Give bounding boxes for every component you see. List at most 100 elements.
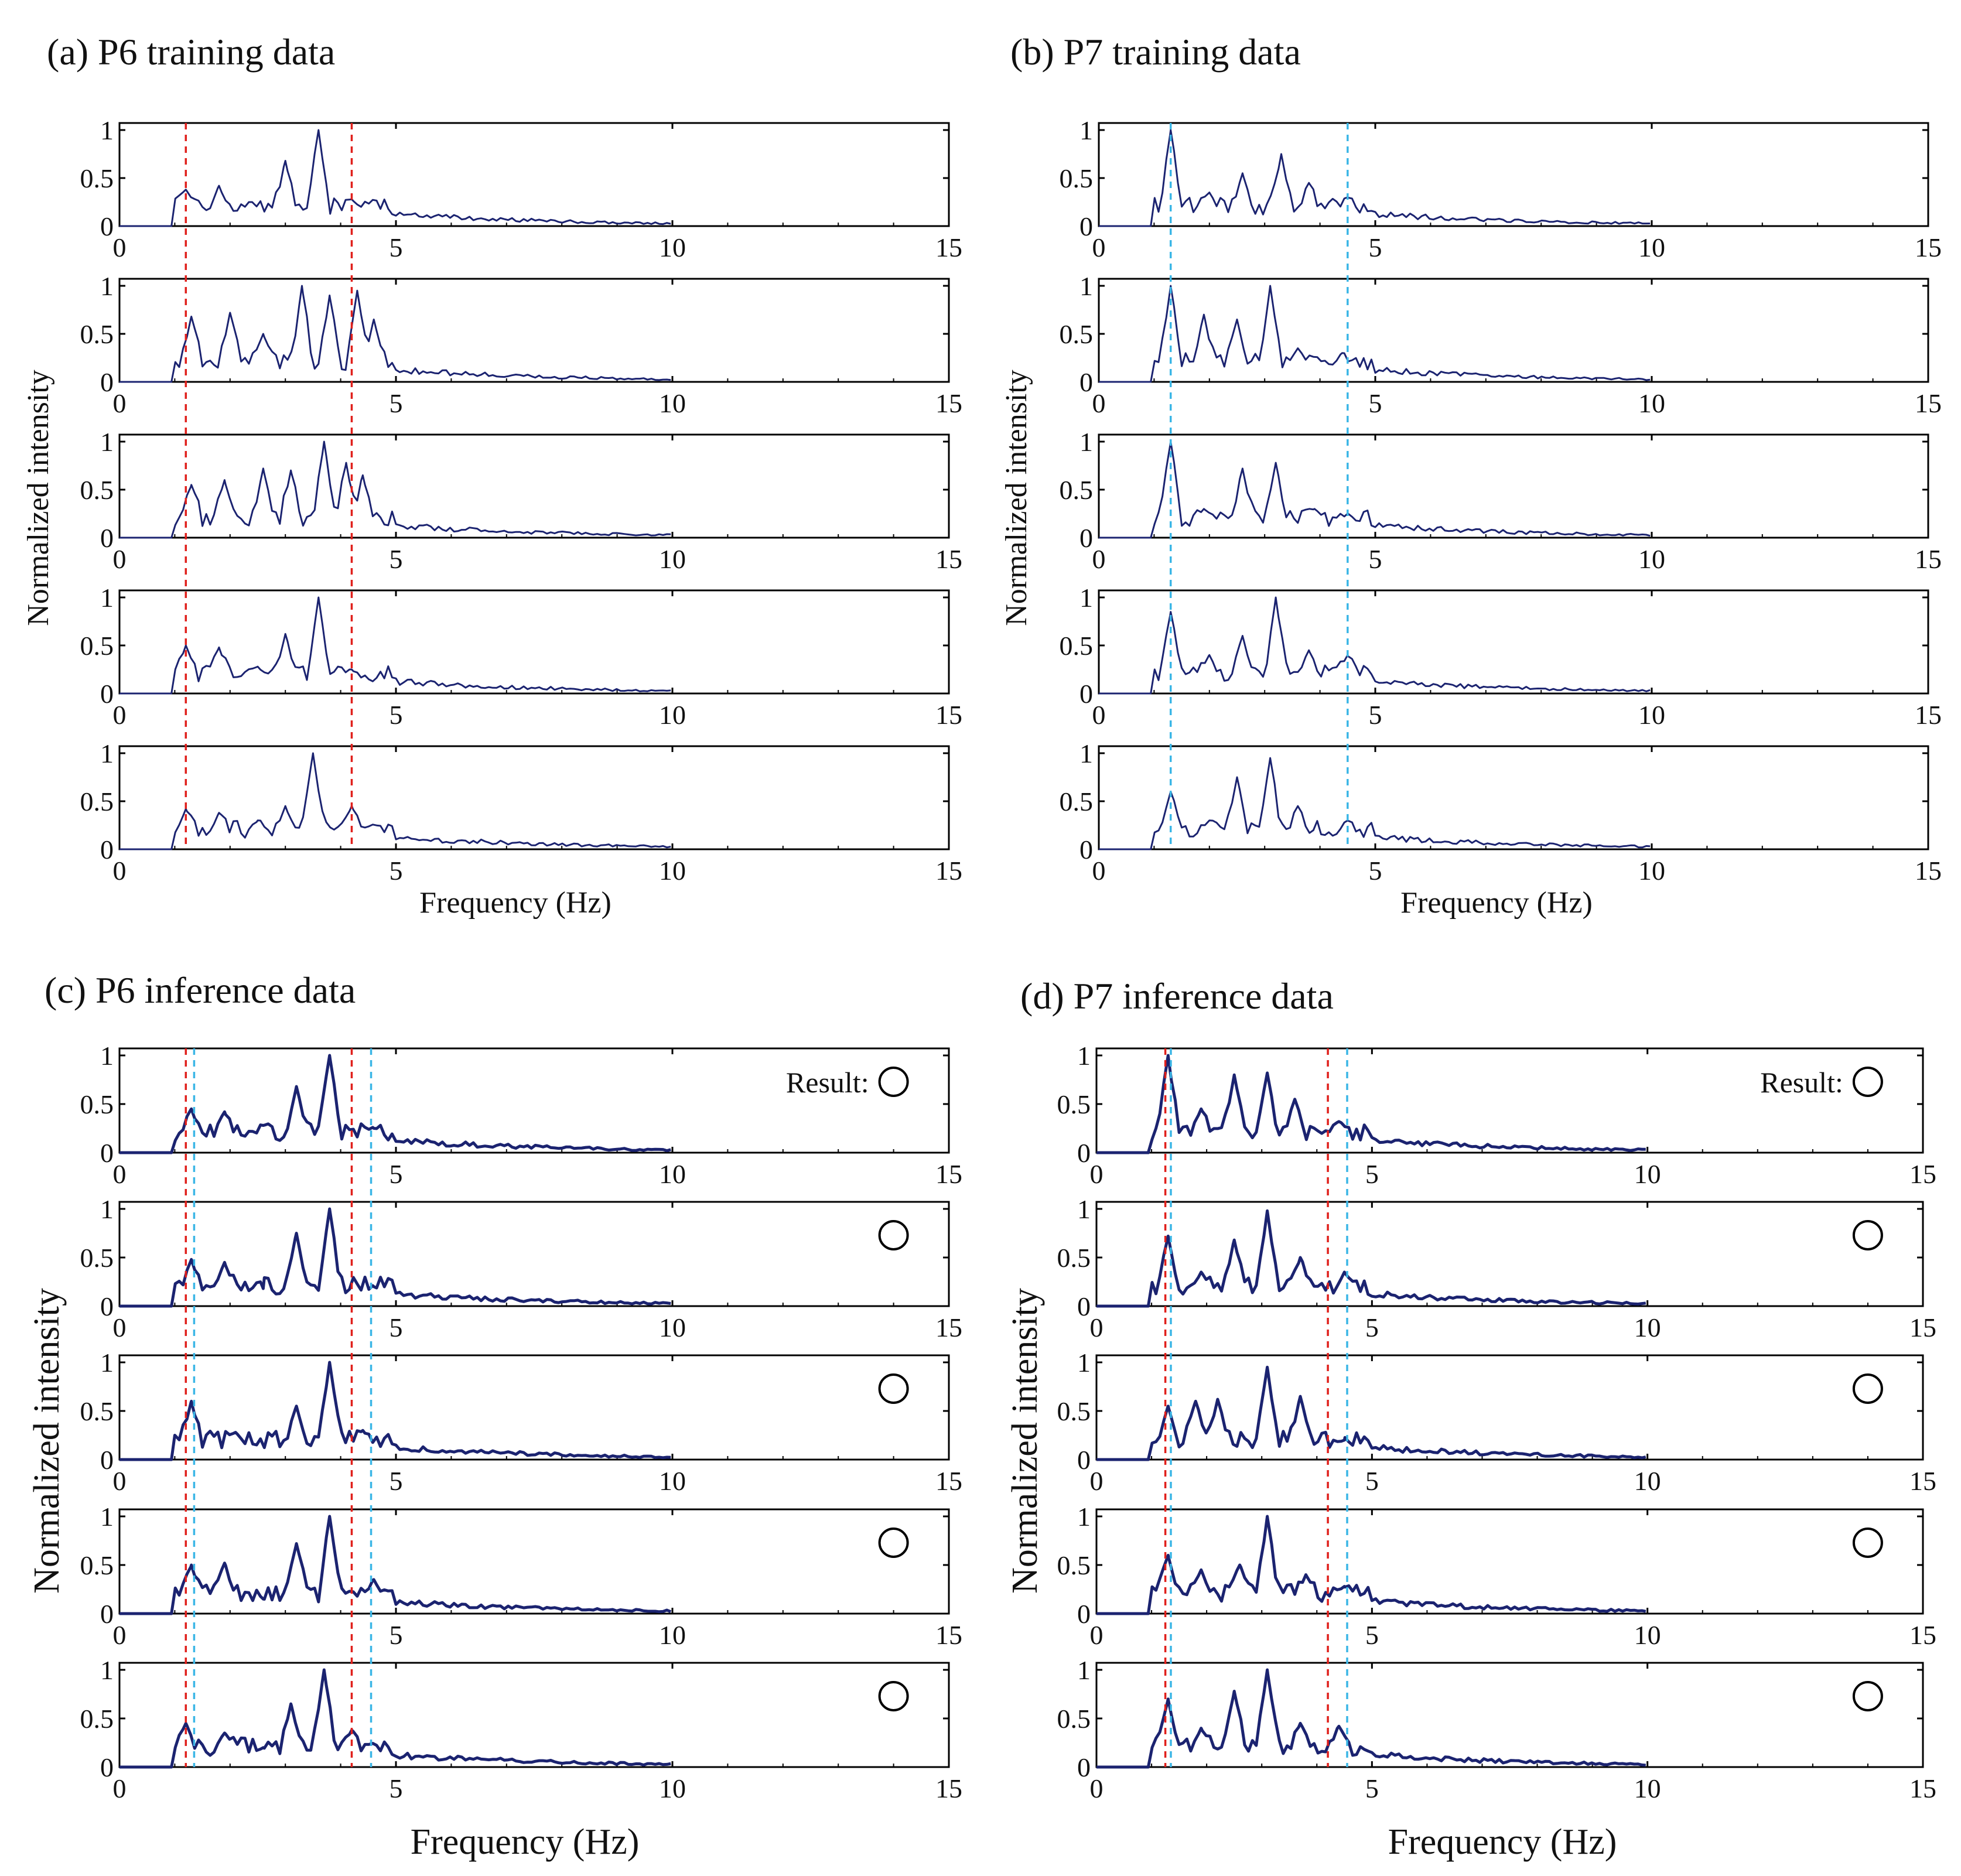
subplot-1: 0 5 10 15 0 0.5 1: [1060, 115, 1942, 262]
x-tick-label: 10: [1634, 1159, 1661, 1189]
y-tick-label: 0.5: [80, 319, 114, 349]
x-tick-label: 15: [1909, 1620, 1936, 1650]
x-tick-label: 10: [1634, 1774, 1661, 1803]
subplot-5: 0 5 10 15 0 0.5 1: [80, 739, 963, 886]
spectrum-line: [1096, 1054, 1646, 1154]
x-tick-label: 0: [113, 856, 127, 886]
y-axis-label: Normalized intensity: [22, 370, 55, 626]
plot-frame: [1095, 1508, 1924, 1615]
y-tick-label: 0.5: [80, 1550, 114, 1580]
x-axis-label: Frequency (Hz): [411, 1822, 640, 1862]
result-circle-icon: ○: [1852, 1680, 1883, 1711]
subplot-5: 0 5 10 15 0 0.5 1 ○: [1057, 1655, 1937, 1803]
x-tick-label: 15: [935, 1466, 962, 1496]
x-tick-label: 0: [1090, 1620, 1104, 1650]
plot-frame: [118, 1354, 950, 1461]
x-tick-label: 10: [659, 233, 686, 262]
spectrum-line: [119, 1054, 671, 1154]
x-tick-label: 15: [1915, 233, 1942, 262]
x-tick-label: 0: [113, 1466, 127, 1496]
x-tick-label: 15: [1909, 1313, 1936, 1342]
plot-frame: [1095, 1201, 1924, 1307]
x-tick-label: 0: [1092, 856, 1106, 886]
result-circle-icon: ○: [878, 1373, 909, 1404]
x-tick-label: 15: [1915, 700, 1942, 730]
result-circle-icon: ○: [1852, 1527, 1883, 1558]
y-tick-label: 0: [1077, 1752, 1091, 1782]
subplot-5: 0 5 10 15 0 0.5 1 ○: [80, 1655, 963, 1803]
y-tick-label: 0.5: [1060, 319, 1094, 349]
y-tick-label: 1: [100, 427, 114, 457]
x-tick-label: 5: [390, 1313, 403, 1342]
spectrum-line: [1096, 1365, 1646, 1461]
x-tick-label: 5: [390, 856, 403, 886]
subplot-1: 0 5 10 15 0 0.5 1 Result: ○: [1057, 1041, 1937, 1189]
x-tick-label: 15: [1909, 1466, 1936, 1496]
x-tick-label: 15: [935, 388, 962, 418]
x-tick-label: 0: [1092, 544, 1106, 574]
y-tick-label: 0: [100, 1445, 114, 1475]
y-tick-label: 0: [100, 1138, 114, 1168]
y-tick-label: 0: [100, 1291, 114, 1321]
plot-frame: [118, 122, 950, 227]
y-tick-label: 0: [100, 1752, 114, 1782]
y-tick-label: 1: [100, 739, 114, 768]
y-tick-label: 1: [1077, 1502, 1091, 1532]
subplot-1: 0 5 10 15 0 0.5 1 Result: ○: [80, 1041, 963, 1189]
x-tick-label: 5: [390, 1159, 403, 1189]
panel-c: (c) P6 inference data Normalized intensit…: [27, 969, 962, 1862]
subplot-3: 0 5 10 15 0 0.5 1: [1060, 427, 1942, 574]
x-tick-label: 0: [1090, 1466, 1104, 1496]
y-tick-label: 1: [100, 115, 114, 145]
spectrum-line: [1096, 1209, 1646, 1308]
y-tick-label: 0.5: [1057, 1089, 1091, 1119]
subplot-2: 0 5 10 15 0 0.5 1: [1060, 271, 1942, 418]
x-tick-label: 5: [1369, 856, 1382, 886]
x-tick-label: 0: [1090, 1313, 1104, 1342]
y-tick-label: 0: [1077, 1445, 1091, 1475]
result-circle-icon: ○: [1852, 1373, 1883, 1404]
y-tick-label: 0.5: [80, 1243, 114, 1273]
x-tick-label: 10: [659, 1313, 686, 1342]
panel-title: (a) P6 training data: [47, 31, 335, 73]
spectrum-line: [119, 596, 671, 695]
x-tick-label: 15: [935, 856, 962, 886]
x-tick-label: 5: [1365, 1620, 1379, 1650]
result-circle-icon: ○: [878, 1066, 909, 1097]
plot-frame: [118, 745, 950, 850]
x-tick-label: 5: [390, 1620, 403, 1650]
plot-frame: [1095, 1354, 1924, 1461]
y-axis-label: Normalized intensity: [27, 1288, 67, 1594]
subplot-5: 0 5 10 15 0 0.5 1: [1060, 739, 1942, 886]
x-tick-label: 5: [1365, 1774, 1379, 1803]
x-tick-label: 10: [1638, 700, 1665, 730]
y-tick-label: 0.5: [80, 1396, 114, 1426]
y-tick-label: 0: [100, 1599, 114, 1629]
result-circle-icon: ○: [1852, 1219, 1883, 1250]
y-tick-label: 1: [1077, 1041, 1091, 1071]
y-tick-label: 0.5: [80, 631, 114, 661]
x-axis-label: Frequency (Hz): [1388, 1822, 1617, 1862]
x-tick-label: 15: [935, 1774, 962, 1803]
subplot-4: 0 5 10 15 0 0.5 1 ○: [1057, 1502, 1937, 1650]
x-tick-label: 5: [390, 1774, 403, 1803]
plot-frame: [118, 278, 950, 383]
y-tick-label: 0.5: [1057, 1550, 1091, 1580]
y-tick-label: 1: [100, 1348, 114, 1378]
x-tick-label: 0: [113, 233, 127, 262]
panel-b: (b) P7 training data Normalized intensity…: [1000, 31, 1942, 920]
panel-d: (d) P7 inference data Normalized intensit…: [1005, 975, 1936, 1862]
x-tick-label: 5: [390, 388, 403, 418]
spectrum-line: [119, 1515, 672, 1615]
y-tick-label: 1: [1077, 1348, 1091, 1378]
y-tick-label: 1: [1077, 1194, 1091, 1224]
spectrum-line: [1099, 596, 1651, 695]
plot-frame: [1098, 745, 1929, 850]
subplot-4: 0 5 10 15 0 0.5 1: [80, 583, 963, 730]
x-tick-label: 15: [1915, 856, 1942, 886]
y-tick-label: 0: [100, 211, 114, 241]
y-tick-label: 0: [1079, 367, 1093, 397]
y-tick-label: 0.5: [80, 1704, 114, 1734]
x-tick-label: 15: [935, 1620, 962, 1650]
result-circle-icon: ○: [878, 1219, 909, 1250]
